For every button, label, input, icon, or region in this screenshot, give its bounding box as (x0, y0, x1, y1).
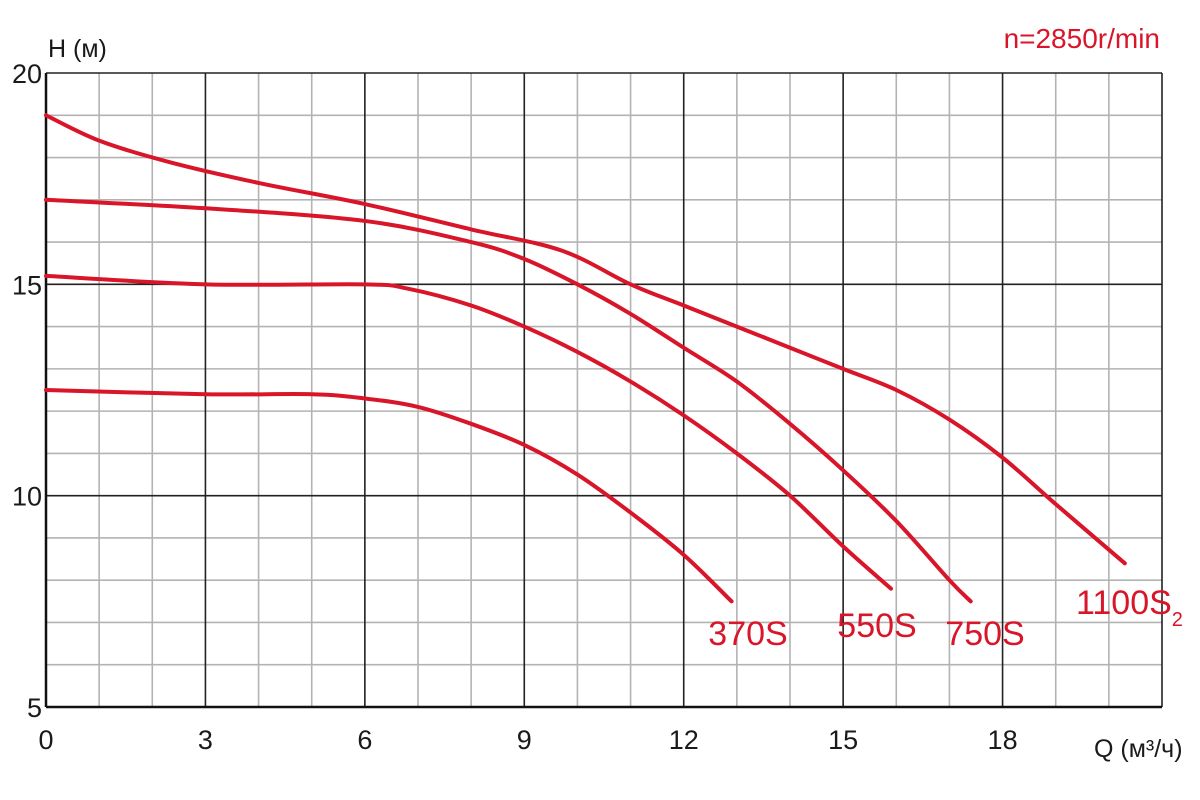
x-axis-label: Q (м³/ч) (1094, 735, 1183, 763)
y-tick-label: 15 (12, 270, 42, 300)
x-tick-label: 15 (828, 725, 858, 755)
x-tick-label: 9 (517, 725, 532, 755)
x-tick-label: 3 (198, 725, 213, 755)
major-grid (46, 72, 1163, 707)
series-label-370S: 370S (708, 615, 787, 653)
y-axis-label: H (м) (48, 35, 107, 63)
y-tick-label: 20 (12, 59, 42, 89)
x-tick-label: 6 (357, 725, 372, 755)
tick-labels: 0 3 6 9 12 15 18 5 10 15 20 (12, 59, 1018, 755)
y-tick-label: 10 (12, 482, 42, 512)
x-tick-label: 18 (988, 725, 1018, 755)
curve-1100S2 (44, 113, 1127, 566)
series-labels: 370S 550S 750S 1100S2 (708, 584, 1183, 653)
speed-annotation: n=2850r/min (1004, 23, 1160, 54)
curve-370S (44, 388, 734, 604)
series-label-1100S2: 1100S2 (1076, 584, 1183, 631)
curve-550S (44, 273, 893, 591)
x-tick-label: 12 (669, 725, 699, 755)
minor-grid (46, 73, 1162, 707)
axes (44, 73, 1162, 709)
curves (44, 113, 1127, 604)
series-label-550S: 550S (837, 607, 916, 645)
series-label-750S: 750S (945, 615, 1024, 653)
curve-750S (44, 197, 973, 604)
y-tick-label: 5 (27, 693, 42, 723)
x-tick-label: 0 (38, 725, 53, 755)
